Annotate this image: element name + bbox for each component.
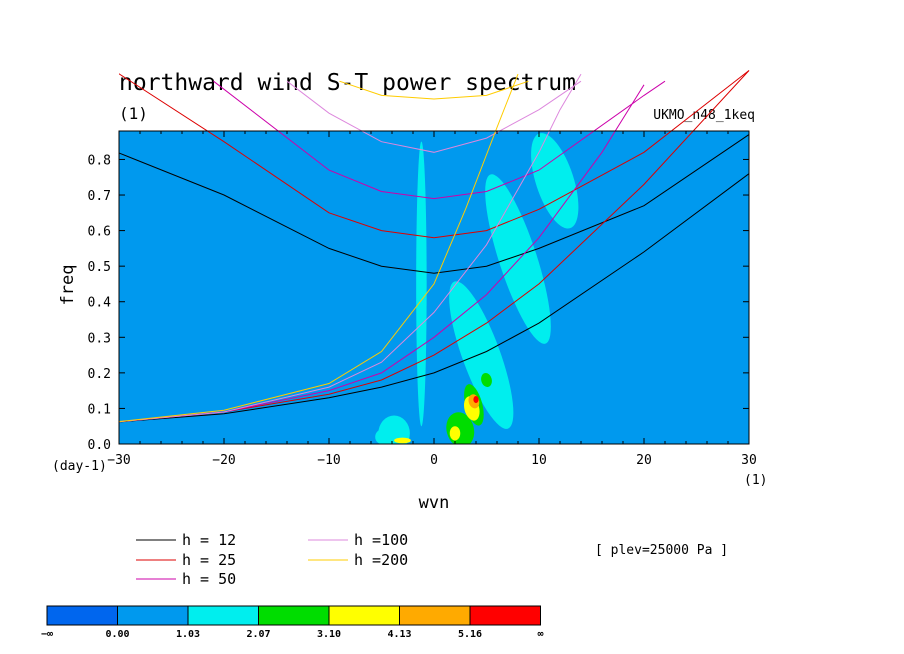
dispersion-curve-3 [286,80,582,153]
x-tick-label: 10 [531,453,547,468]
colorbar-label: 1.03 [176,629,200,640]
legend-label: h =200 [354,551,408,569]
colorbar-cell [46,605,118,626]
y-axis-unit: (day-1) [52,459,107,474]
colorbar: −∞ 0.00 1.03 2.07 3.10 4.13 5.16 ∞ [41,605,544,640]
y-tick-label: 0.3 [88,331,111,346]
dispersion-curve-8 [119,73,582,423]
x-axis-label: wvn [419,493,450,513]
contour-region-0 [449,281,514,429]
legend: h = 12 h = 25h = 50 h =100 h =200 [136,531,408,588]
colorbar-cell [328,605,400,626]
contour-region-2 [531,133,579,229]
plot-background [119,131,749,444]
colorbar-label: −∞ [41,629,53,640]
colorbar-label: 5.16 [458,629,482,640]
contour-region-8 [481,372,492,387]
dispersion-curves [119,70,750,423]
y-axis-ticks: 0.0 0.1 0.2 0.3 0.4 0.5 0.6 0.7 0.8 [88,153,749,453]
contour-region-11 [394,437,411,444]
legend-label: h = 12 [182,531,236,549]
x-tick-label: −20 [212,453,235,468]
y-tick-label: 0.8 [88,153,111,168]
colorbar-cell [258,605,330,626]
y-tick-label: 0.4 [88,296,112,311]
contour-region-13 [473,395,479,404]
y-tick-label: 0.1 [88,402,111,417]
x-tick-label: −10 [317,453,340,468]
colorbar-label: 4.13 [387,629,411,640]
legend-label: h = 25 [182,551,236,569]
model-label: UKMO_n48_1keq [653,108,755,123]
chart-subtitle: (1) [119,104,148,123]
dispersion-curve-6 [119,70,750,423]
x-tick-label: 0 [430,453,438,468]
dispersion-curve-4 [339,80,529,100]
dispersion-curve-1 [119,70,750,239]
plev-annotation: [ plev=25000 Pa ] [595,543,728,558]
y-tick-label: 0.7 [88,189,111,204]
legend-label: h = 50 [182,570,236,588]
legend-label: h =100 [354,531,408,549]
colorbar-cell [469,605,541,626]
colorbar-label: 0.00 [105,629,129,640]
contour-region-1 [485,174,551,344]
x-axis-unit: (1) [744,473,767,488]
contour-region-3 [416,141,427,427]
x-axis-ticks: −30 −20 −10 0 10 20 30 [107,131,757,468]
colorbar-label: ∞ [537,629,543,640]
dispersion-curve-0 [119,134,750,274]
colorbar-label: 2.07 [246,629,270,640]
chart-title: northward wind S-T power spectrum [119,70,576,96]
dispersion-curve-2 [213,80,666,200]
x-tick-label: 20 [636,453,652,468]
contour-region-5 [375,429,388,444]
y-tick-label: 0.0 [88,438,111,453]
y-tick-label: 0.5 [88,260,111,275]
dispersion-curve-7 [119,84,645,423]
x-tick-label: −30 [107,453,130,468]
colorbar-cell [117,605,189,626]
dispersion-curve-9 [119,73,519,423]
colorbar-cell [399,605,471,626]
contour-regions [375,133,579,444]
y-tick-label: 0.6 [88,225,111,240]
dispersion-curve-5 [119,173,750,423]
y-tick-label: 0.2 [88,367,111,382]
contour-region-10 [449,426,461,441]
x-tick-label: 30 [741,453,757,468]
y-axis-label: freq [58,265,78,306]
colorbar-label: 3.10 [317,629,341,640]
colorbar-cell [187,605,259,626]
